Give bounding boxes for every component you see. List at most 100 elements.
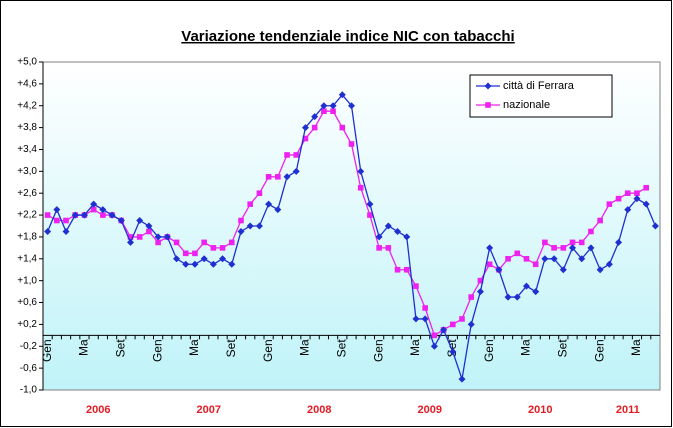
point (62, 227, 70, 235)
point (145, 222, 153, 230)
point (228, 239, 235, 246)
point (385, 245, 392, 251)
point (127, 234, 134, 240)
point (302, 135, 309, 142)
point (117, 217, 125, 225)
point (375, 233, 383, 241)
point (209, 260, 217, 268)
point (357, 184, 364, 191)
point (578, 255, 586, 263)
point (348, 102, 355, 110)
point (578, 239, 585, 246)
y-tick-label: +5,0 (17, 57, 37, 68)
point (597, 217, 603, 224)
x-tick-label: Set (224, 339, 238, 358)
point (311, 124, 318, 131)
point (321, 108, 327, 114)
y-tick-label: -0,6 (20, 363, 38, 374)
point (587, 244, 595, 252)
x-tick-label: Ma (187, 339, 201, 356)
point (588, 228, 594, 235)
point (412, 315, 420, 323)
point (513, 293, 521, 301)
point (559, 266, 567, 274)
chart-title: Variazione tendenziale indice NIC con ta… (181, 28, 514, 45)
point (468, 294, 475, 300)
point (173, 239, 180, 246)
point (182, 260, 190, 268)
x-tick-label: Gen (261, 339, 275, 362)
point (376, 245, 382, 251)
point (339, 124, 346, 131)
y-tick-label: -0,2 (20, 341, 38, 352)
year-label: 2011 (616, 404, 640, 416)
point (192, 250, 198, 257)
point (366, 200, 374, 208)
point (284, 152, 290, 158)
point (467, 320, 475, 328)
year-label: 2008 (307, 404, 331, 416)
point (265, 200, 273, 208)
point (651, 222, 659, 230)
point (615, 195, 622, 202)
point (44, 227, 52, 235)
point (219, 255, 227, 263)
point (228, 260, 236, 268)
point (551, 245, 557, 251)
point (476, 288, 484, 296)
point (201, 239, 207, 246)
point (430, 342, 438, 350)
point (522, 282, 530, 290)
point (634, 190, 640, 196)
x-tick-label: Ma (629, 339, 643, 356)
y-tick-label: +3,8 (17, 122, 37, 133)
year-label: 2006 (86, 404, 110, 416)
point (560, 245, 567, 251)
point (246, 222, 254, 230)
point (532, 261, 539, 268)
point (615, 238, 623, 246)
point (247, 201, 254, 207)
point (606, 201, 613, 207)
point (514, 250, 521, 257)
point (605, 260, 613, 268)
year-label: 2009 (418, 404, 442, 416)
x-tick-label: Set (334, 339, 348, 358)
point (154, 233, 162, 241)
point (100, 212, 106, 218)
point (486, 261, 493, 268)
x-tick-label: Ma (408, 339, 422, 356)
point (126, 238, 134, 246)
legend-label: nazionale (503, 99, 550, 111)
point (255, 222, 263, 230)
y-tick-label: +4,2 (17, 100, 37, 111)
y-tick-label: +0,6 (17, 297, 37, 308)
y-tick-label: -1,0 (20, 385, 38, 396)
point (71, 211, 79, 219)
point (542, 239, 548, 246)
y-tick-label: +2,6 (17, 188, 37, 199)
point (449, 321, 456, 328)
x-tick-label: Gen (150, 339, 164, 362)
point (643, 184, 649, 191)
point (624, 190, 631, 196)
point (459, 316, 465, 322)
point (624, 206, 632, 214)
point (44, 212, 51, 218)
point (505, 256, 511, 262)
point (495, 266, 503, 274)
point (329, 102, 337, 110)
point (394, 266, 401, 273)
y-tick-label: +1,0 (17, 275, 37, 286)
point (413, 283, 419, 289)
point (523, 256, 530, 262)
point (219, 245, 226, 251)
year-label: 2007 (197, 404, 221, 416)
point (275, 174, 281, 180)
point (458, 375, 466, 383)
year-label: 2010 (528, 404, 552, 416)
point (421, 315, 429, 323)
point (256, 190, 263, 196)
point (200, 255, 208, 263)
x-tick-label: Gen (371, 339, 385, 362)
